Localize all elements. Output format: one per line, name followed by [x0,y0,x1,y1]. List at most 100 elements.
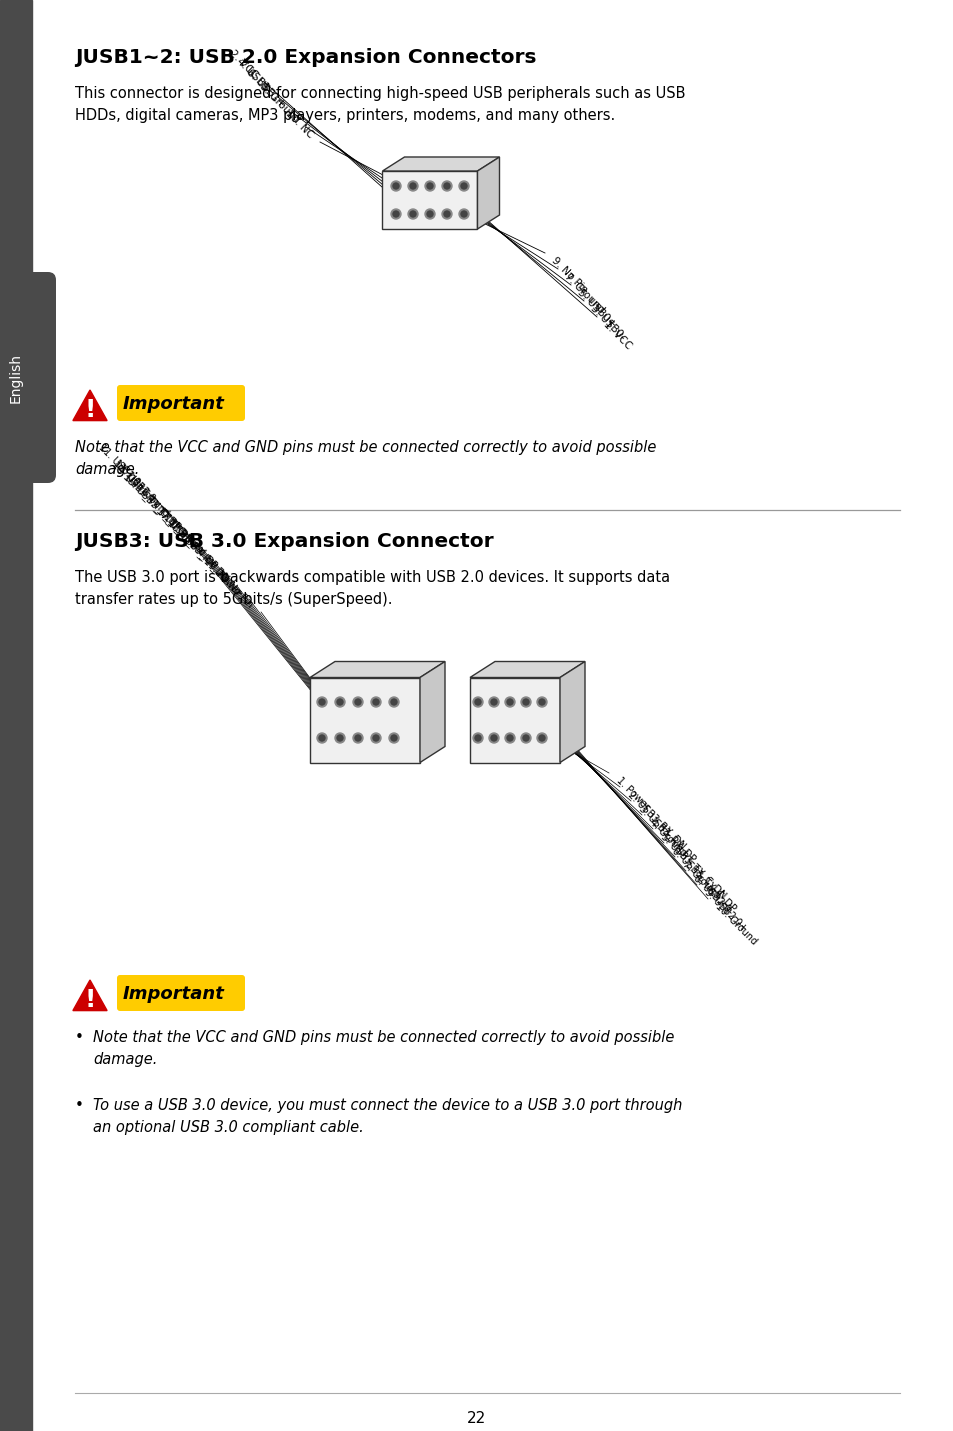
Polygon shape [382,157,499,170]
Circle shape [336,698,343,705]
Bar [0,0,32,1431]
Circle shape [506,698,513,705]
Circle shape [336,736,343,741]
Circle shape [391,209,400,219]
Circle shape [335,733,345,743]
Circle shape [353,697,363,707]
Text: 17. USB3_RX_DP: 17. USB3_RX_DP [153,505,219,571]
Circle shape [443,183,450,189]
Circle shape [355,698,360,705]
Text: Note that the VCC and GND pins must be connected correctly to avoid possible
dam: Note that the VCC and GND pins must be c… [75,439,656,477]
FancyBboxPatch shape [0,272,56,484]
Polygon shape [310,677,419,763]
Circle shape [410,210,416,218]
Text: 8. USB2.0-: 8. USB2.0- [691,873,735,916]
Circle shape [427,183,433,189]
Circle shape [391,180,400,190]
Text: The USB 3.0 port is backwards compatible with USB 2.0 devices. It supports data
: The USB 3.0 port is backwards compatible… [75,570,669,607]
Text: Important: Important [123,395,225,414]
Polygon shape [72,980,107,1010]
Circle shape [443,210,450,218]
Circle shape [424,209,435,219]
Text: 15. USB3_TX_C_DN: 15. USB3_TX_C_DN [121,471,194,545]
Circle shape [489,697,498,707]
Text: 13. Ground: 13. Ground [126,474,171,519]
Text: 22: 22 [467,1411,486,1427]
Circle shape [522,698,529,705]
Text: This connector is designed for connecting high-speed USB peripherals such as USB: This connector is designed for connectin… [75,86,685,123]
Text: 11. USB2.0+: 11. USB2.0+ [96,442,147,494]
Text: 5. USB3_TX_C_DN: 5. USB3_TX_C_DN [659,831,728,900]
Circle shape [318,736,325,741]
Text: English: English [9,353,23,404]
Circle shape [424,180,435,190]
Circle shape [371,697,380,707]
Text: •: • [75,1098,84,1113]
Polygon shape [470,661,584,677]
Text: 4. Ground: 4. Ground [647,817,688,859]
Circle shape [408,180,417,190]
Circle shape [408,209,417,219]
Text: To use a USB 3.0 device, you must connect the device to a USB 3.0 port through
a: To use a USB 3.0 device, you must connec… [92,1098,681,1135]
Polygon shape [470,677,559,763]
Polygon shape [477,157,499,229]
Circle shape [538,736,544,741]
Text: 10. Ground: 10. Ground [713,902,759,946]
FancyBboxPatch shape [117,385,245,421]
Circle shape [489,733,498,743]
Circle shape [520,733,531,743]
Text: 6. USB3_TX_C_DP: 6. USB3_TX_C_DP [669,844,738,913]
Circle shape [316,733,327,743]
Text: 18. USB3_RX_DN: 18. USB3_RX_DN [165,518,231,584]
Circle shape [537,697,546,707]
Circle shape [316,697,327,707]
Polygon shape [419,661,444,763]
Polygon shape [559,661,584,763]
Circle shape [393,183,398,189]
Text: •: • [75,1030,84,1045]
Circle shape [537,733,546,743]
Text: 9. USB2.0+: 9. USB2.0+ [702,887,749,933]
FancyBboxPatch shape [117,975,245,1010]
Text: 4. USB1-: 4. USB1- [233,56,273,94]
Text: 2. USB3_RX_DN: 2. USB3_RX_DN [625,788,687,851]
Text: 1. VCC: 1. VCC [601,319,633,351]
Circle shape [458,209,469,219]
Text: 6. USB1+: 6. USB1+ [245,67,287,110]
Text: 3. USB3_RX_DP: 3. USB3_RX_DP [637,803,698,864]
Text: 7. Ground: 7. Ground [680,859,721,900]
Circle shape [371,733,380,743]
Text: 2. VCC: 2. VCC [227,49,258,80]
Circle shape [458,180,469,190]
Text: Important: Important [123,985,225,1003]
Text: 1. Power: 1. Power [615,776,651,811]
Text: 14. USB3_TX_C_DP: 14. USB3_TX_C_DP [111,459,183,532]
Text: 10. NC: 10. NC [283,109,314,140]
Circle shape [506,736,513,741]
Circle shape [504,697,515,707]
Text: 7. Ground: 7. Ground [562,270,606,315]
Circle shape [335,697,345,707]
Circle shape [373,698,378,705]
Text: 9. No Pin: 9. No Pin [550,255,589,295]
Circle shape [522,736,529,741]
Circle shape [355,736,360,741]
Text: 20. No Pin: 20. No Pin [213,568,254,610]
Circle shape [504,733,515,743]
Text: !: ! [84,398,95,422]
Circle shape [318,698,325,705]
Circle shape [441,180,452,190]
Circle shape [389,733,398,743]
Text: 16. Ground: 16. Ground [161,512,207,558]
Circle shape [475,736,480,741]
Circle shape [393,210,398,218]
Text: Note that the VCC and GND pins must be connected correctly to avoid possible
dam: Note that the VCC and GND pins must be c… [92,1030,674,1068]
Circle shape [460,183,467,189]
Circle shape [460,210,467,218]
Circle shape [427,210,433,218]
Text: 8. Ground: 8. Ground [257,82,301,124]
Circle shape [491,736,497,741]
Polygon shape [72,391,107,421]
Circle shape [473,733,482,743]
Circle shape [538,698,544,705]
